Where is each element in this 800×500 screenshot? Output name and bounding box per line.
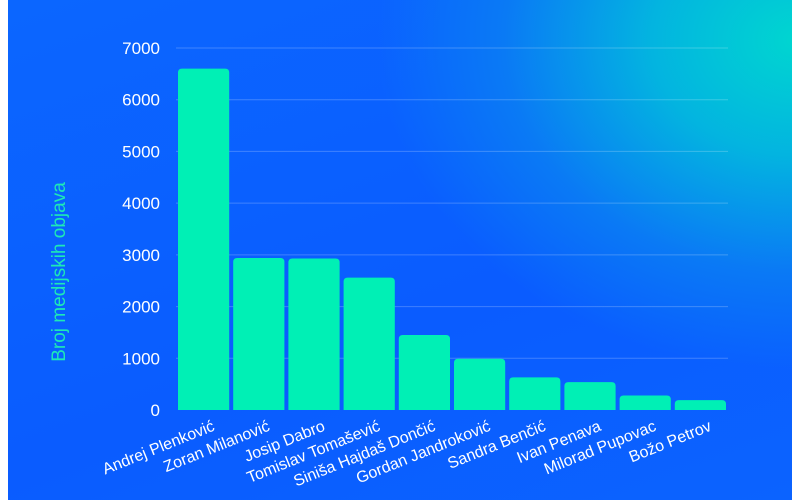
bar <box>619 395 671 410</box>
y-tick-label: 1000 <box>122 349 160 368</box>
bar <box>454 358 506 410</box>
bar <box>564 382 616 410</box>
bar <box>674 400 726 410</box>
bar <box>509 377 561 410</box>
bar <box>398 335 450 410</box>
chart-container: 0 1000 2000 3000 4000 5000 6000 7000 Andrej Ple… <box>8 0 792 500</box>
y-tick-label: 6000 <box>122 91 160 110</box>
y-tick-label: 3000 <box>122 246 160 265</box>
bar <box>343 277 395 410</box>
y-axis-label: Broj medijskih objava <box>49 182 70 362</box>
bar <box>288 258 340 410</box>
bar <box>233 257 285 410</box>
y-tick-label: 4000 <box>122 194 160 213</box>
y-tick-label: 7000 <box>122 39 160 58</box>
y-tick-label: 2000 <box>122 298 160 317</box>
bar <box>178 68 230 410</box>
y-tick-label: 5000 <box>122 142 160 161</box>
y-tick-label: 0 <box>151 401 160 420</box>
